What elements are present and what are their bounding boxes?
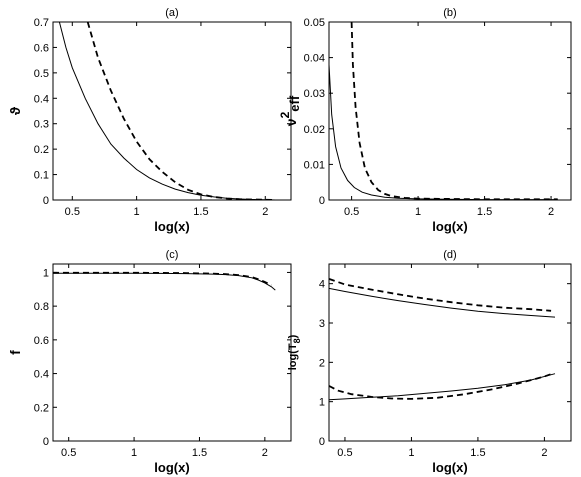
panel-a-frame bbox=[52, 21, 292, 201]
panel-a-series-2-dashed-line bbox=[86, 22, 276, 200]
panel-a-series-1-solid-line bbox=[58, 22, 276, 200]
panel-c-series-2-dashed-line bbox=[53, 271, 272, 286]
panel-c-title: (c) bbox=[166, 249, 179, 261]
panel-b-ylabel-sup: 2 bbox=[278, 111, 292, 118]
panel-b-ytick-label: 0 bbox=[319, 195, 325, 207]
panel-b-xtick-label: 1 bbox=[415, 206, 421, 218]
panel-d-xtick-label: 1.5 bbox=[470, 447, 485, 459]
panel-d-xtick-label: 1 bbox=[408, 447, 414, 459]
panel-a-xtick-label: 1.5 bbox=[193, 206, 208, 218]
panel-c-xtick-label: 2 bbox=[262, 447, 268, 459]
panel-c-ytick-label: 0.2 bbox=[34, 402, 49, 414]
panel-d-frame bbox=[328, 263, 572, 442]
panel-a-xtick-label: 0.5 bbox=[65, 206, 80, 218]
panel-a-ytick-label: 0.5 bbox=[34, 68, 49, 80]
panel-c-ytick-label: 0.6 bbox=[34, 335, 49, 347]
panel-b: (b)0.5 1 1.5 200.010.020.030.040.05log(x)ν2… bbox=[278, 7, 572, 234]
panel-c-xtick-label: 1 bbox=[131, 447, 137, 459]
panel-b-series-2-dashed-line bbox=[350, 22, 558, 200]
panel-c-ytick-label: 1 bbox=[43, 267, 49, 279]
panel-c-ytick-label: 0.4 bbox=[34, 369, 49, 381]
panel-a-ytick-label: 0.7 bbox=[34, 17, 49, 29]
panel-c-ylabel-main: f bbox=[7, 350, 23, 355]
panel-b-ytick-label: 0.01 bbox=[304, 159, 325, 171]
panel-b-ytick-label: 0.03 bbox=[304, 88, 325, 100]
panel-a: (a) 0.5 1 1.5 2 0 0.1 0.2 0.3 0.4 0.5 0.6 0.7 log(x) ϑ bbox=[7, 7, 292, 234]
panel-a-ytick-label: 0.3 bbox=[34, 119, 49, 131]
panel-d-xtick-label: 2 bbox=[541, 447, 547, 459]
panel-a-ytick-label: 0.4 bbox=[34, 93, 49, 105]
panel-b-xtick-label: 1.5 bbox=[477, 206, 492, 218]
panel-d-ytick-label: 1 bbox=[319, 397, 325, 409]
panel-b-xlabel: log(x) bbox=[432, 219, 467, 234]
panel-d-series-1-solid-line bbox=[329, 287, 556, 318]
panel-a-ytick-label: 0.6 bbox=[34, 42, 49, 54]
panel-a-title: (a) bbox=[165, 7, 178, 19]
panel-b-ytick-label: 0.02 bbox=[304, 124, 325, 136]
panel-c-ytick-label: 0 bbox=[43, 436, 49, 448]
panel-a-xtick-label: 2 bbox=[262, 206, 268, 218]
panel-c-ytick-label: 0.8 bbox=[34, 301, 49, 313]
panel-a-xtick-label: 1 bbox=[134, 206, 140, 218]
panel-d-ylabel-sub: 8 bbox=[292, 338, 302, 343]
panel-b-series-1-solid-line bbox=[329, 64, 558, 200]
panel-b-xtick-label: 0.5 bbox=[344, 206, 359, 218]
panel-d-ylabel: log(T8) bbox=[287, 334, 302, 370]
panel-b-title: (b) bbox=[443, 7, 456, 19]
panel-d-ytick-label: 4 bbox=[319, 279, 325, 291]
panel-d-ytick-label: 2 bbox=[319, 357, 325, 369]
panel-d: (d) 0.5 1 1.5 2 0 1 2 3 4 log(x) log(T8) bbox=[287, 249, 572, 475]
panel-b-ytick-label: 0.04 bbox=[304, 53, 325, 65]
panel-b-frame bbox=[328, 21, 572, 201]
panel-a-ytick-label: 0.1 bbox=[34, 170, 49, 182]
panel-c-xtick-label: 1.5 bbox=[192, 447, 207, 459]
panel-c-frame bbox=[52, 263, 292, 442]
panel-d-series-2-dashed-line bbox=[329, 278, 552, 312]
panel-d-ylabel-suffix: ) bbox=[287, 334, 299, 338]
panel-d-ytick-label: 0 bbox=[319, 436, 325, 448]
panel-d-ytick-label: 3 bbox=[319, 318, 325, 330]
panel-c-xlabel: log(x) bbox=[154, 460, 189, 475]
panel-a-xlabel: log(x) bbox=[154, 219, 189, 234]
panel-a-ytick-label: 0.2 bbox=[34, 144, 49, 156]
panel-d-xlabel: log(x) bbox=[432, 460, 467, 475]
panel-d-ylabel-main: log(T bbox=[287, 343, 299, 370]
panel-b-xtick-label: 2 bbox=[548, 206, 554, 218]
panel-d-xtick-label: 0.5 bbox=[337, 447, 352, 459]
panel-a-ytick-label: 0 bbox=[43, 195, 49, 207]
panel-d-series-3-solid-line bbox=[329, 373, 556, 401]
panel-b-ylabel: ν2eff bbox=[278, 95, 302, 126]
panel-a-ylabel-main: ϑ bbox=[7, 106, 23, 115]
panel-b-ylabel-sub: eff bbox=[287, 95, 302, 112]
panel-b-ylabel-main: ν bbox=[283, 118, 299, 126]
panel-b-ytick-label: 0.05 bbox=[304, 17, 325, 29]
panel-c-xtick-label: 0.5 bbox=[61, 447, 76, 459]
panel-c: (c) 0.5 1 1.5 2 0 0.2 0.4 0.6 0.8 1 log(x) f bbox=[7, 249, 292, 475]
panel-c-series-1-solid-line bbox=[53, 272, 276, 291]
panel-a-ylabel: ϑ bbox=[7, 106, 23, 115]
panel-c-ylabel: f bbox=[7, 350, 23, 355]
panel-d-series-4-dashed-line bbox=[329, 373, 552, 400]
panel-d-title: (d) bbox=[443, 249, 456, 261]
